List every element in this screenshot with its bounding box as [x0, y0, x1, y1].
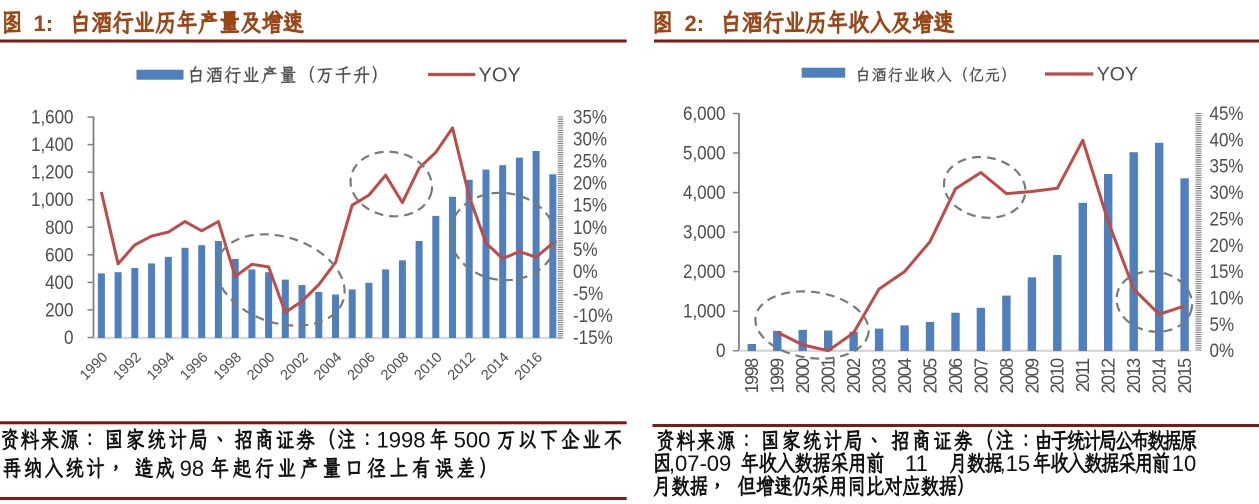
- svg-text:1992: 1992: [110, 350, 144, 384]
- svg-text:5%: 5%: [1210, 315, 1235, 336]
- svg-text:10%: 10%: [573, 218, 607, 239]
- svg-text:800: 800: [45, 218, 73, 239]
- svg-text:2006: 2006: [946, 358, 966, 394]
- svg-text:2009: 2009: [1022, 358, 1042, 394]
- svg-text:10%: 10%: [1210, 289, 1244, 310]
- svg-text:35%: 35%: [573, 108, 607, 129]
- svg-text:1996: 1996: [177, 350, 211, 384]
- svg-text:200: 200: [45, 300, 73, 321]
- svg-text:2011: 2011: [1073, 358, 1093, 392]
- svg-text:20%: 20%: [1210, 236, 1244, 257]
- svg-text:2013: 2013: [1124, 358, 1144, 394]
- svg-text:YOY: YOY: [479, 65, 521, 87]
- svg-text:500: 500: [454, 428, 491, 453]
- svg-text:1994: 1994: [144, 350, 178, 384]
- svg-text:3,000: 3,000: [683, 223, 726, 244]
- svg-text:1990: 1990: [77, 350, 111, 384]
- svg-text:2007: 2007: [971, 358, 991, 394]
- svg-text:98: 98: [180, 456, 204, 481]
- svg-text:25%: 25%: [1210, 209, 1244, 230]
- svg-text:2005: 2005: [920, 358, 940, 394]
- svg-text:6,000: 6,000: [683, 104, 726, 125]
- svg-text:0%: 0%: [1210, 341, 1235, 362]
- svg-text:2016: 2016: [512, 350, 546, 384]
- svg-text:2000: 2000: [793, 358, 813, 394]
- svg-text:25%: 25%: [573, 152, 607, 173]
- svg-text:15%: 15%: [1210, 262, 1244, 283]
- svg-text:2012: 2012: [445, 350, 479, 384]
- svg-text:1,600: 1,600: [31, 108, 74, 129]
- svg-text:2012: 2012: [1099, 358, 1119, 394]
- svg-text:1,200: 1,200: [31, 163, 74, 184]
- svg-text:2003: 2003: [870, 358, 890, 394]
- svg-text:2:: 2:: [685, 11, 705, 36]
- svg-text:10: 10: [1172, 451, 1196, 476]
- svg-text:-15%: -15%: [573, 328, 613, 349]
- svg-text:5%: 5%: [573, 240, 598, 261]
- svg-text:45%: 45%: [1210, 104, 1244, 125]
- svg-text:-5%: -5%: [573, 284, 603, 305]
- svg-text:30%: 30%: [573, 130, 607, 151]
- svg-text:40%: 40%: [1210, 130, 1244, 151]
- svg-text:1998: 1998: [377, 428, 426, 453]
- svg-text:600: 600: [45, 245, 73, 266]
- svg-text:11: 11: [905, 451, 928, 476]
- svg-text:4,000: 4,000: [683, 183, 726, 204]
- svg-text:1998: 1998: [211, 350, 245, 384]
- svg-text:400: 400: [45, 273, 73, 294]
- svg-text:2002: 2002: [844, 358, 864, 394]
- svg-text:0%: 0%: [573, 262, 598, 283]
- svg-text:20%: 20%: [573, 174, 607, 195]
- svg-text:0: 0: [716, 341, 726, 362]
- svg-text:1,000: 1,000: [683, 302, 726, 323]
- svg-text:30%: 30%: [1210, 183, 1244, 204]
- svg-text:2000: 2000: [244, 350, 278, 384]
- svg-text:2008: 2008: [997, 358, 1017, 394]
- svg-text:-10%: -10%: [573, 306, 613, 327]
- svg-text:1:: 1:: [34, 11, 54, 36]
- svg-text:15%: 15%: [573, 196, 607, 217]
- svg-text:,07-09: ,07-09: [669, 451, 731, 476]
- svg-text:0: 0: [64, 328, 74, 349]
- svg-text:2004: 2004: [895, 358, 915, 394]
- svg-text:2006: 2006: [345, 350, 379, 384]
- svg-text:,15: ,15: [1000, 451, 1031, 476]
- svg-text:2004: 2004: [311, 350, 345, 384]
- svg-text:2014: 2014: [478, 350, 512, 384]
- svg-text:1,400: 1,400: [31, 135, 74, 156]
- svg-text:YOY: YOY: [1097, 64, 1138, 86]
- svg-text:2015: 2015: [1175, 358, 1195, 394]
- svg-text:2008: 2008: [378, 350, 412, 384]
- svg-text:1999: 1999: [768, 358, 788, 394]
- svg-text:2,000: 2,000: [683, 262, 726, 283]
- svg-text:2010: 2010: [1048, 358, 1068, 394]
- svg-text:2014: 2014: [1150, 358, 1170, 394]
- svg-text:2010: 2010: [411, 350, 445, 384]
- svg-text:2001: 2001: [819, 358, 839, 394]
- svg-text:35%: 35%: [1210, 157, 1244, 178]
- svg-text:1,000: 1,000: [31, 190, 74, 211]
- svg-text:5,000: 5,000: [683, 144, 726, 165]
- svg-text:1998: 1998: [742, 358, 762, 394]
- svg-text:2002: 2002: [278, 350, 312, 384]
